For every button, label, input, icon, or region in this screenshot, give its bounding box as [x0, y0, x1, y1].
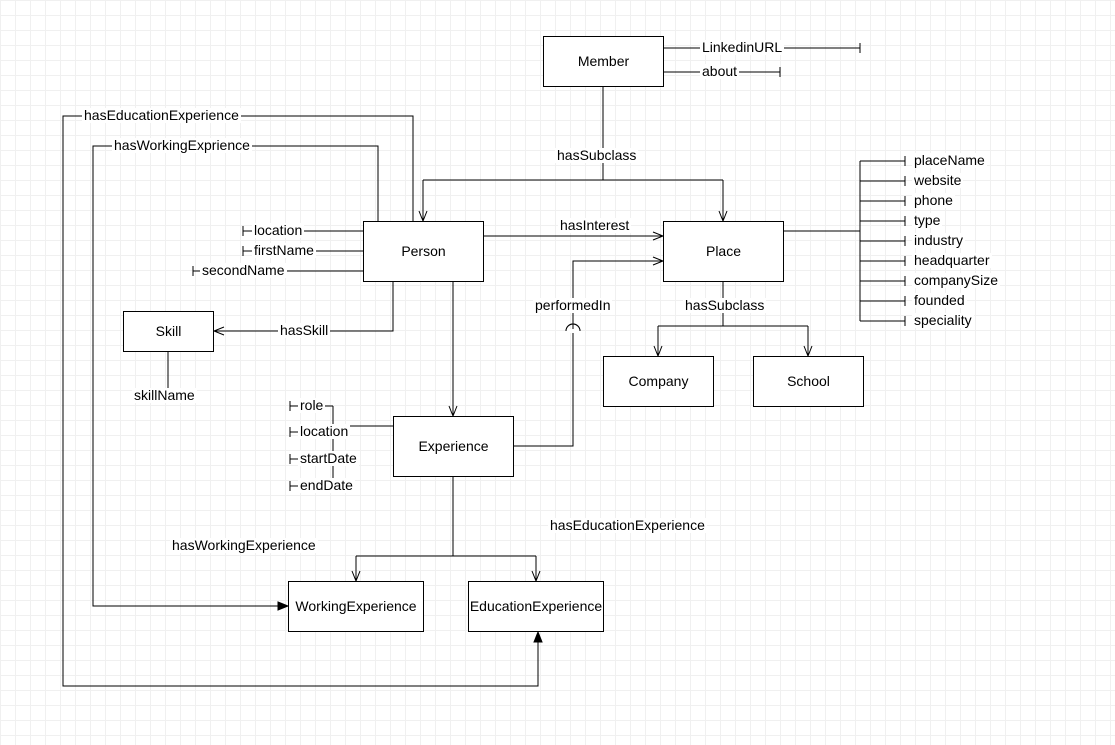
label-has-subclass-2: hasSubclass: [683, 298, 766, 313]
node-person: Person: [363, 221, 484, 282]
label-phone: phone: [912, 193, 955, 208]
node-label: School: [787, 373, 830, 389]
label-place-name: placeName: [912, 153, 987, 168]
label-has-working-experience-2: hasWorkingExperience: [170, 538, 318, 553]
node-label: Skill: [156, 323, 182, 339]
node-experience: Experience: [393, 416, 514, 477]
label-has-education-experience: hasEducationExperience: [82, 108, 241, 123]
node-label: WorkingExperience: [295, 598, 416, 614]
node-working-experience: WorkingExperience: [288, 581, 424, 632]
node-label: Person: [401, 243, 445, 259]
label-headquarter: headquarter: [912, 253, 992, 268]
node-company: Company: [603, 356, 714, 407]
label-performed-in: performedIn: [533, 298, 612, 313]
node-label: Company: [629, 373, 689, 389]
label-industry: industry: [912, 233, 965, 248]
label-about: about: [700, 64, 739, 79]
label-second-name: secondName: [200, 263, 287, 278]
node-education-experience: EducationExperience: [468, 581, 604, 632]
label-speciality: speciality: [912, 313, 974, 328]
node-label: Member: [578, 53, 629, 69]
node-school: School: [753, 356, 864, 407]
label-company-size: companySize: [912, 273, 1000, 288]
label-skill-name: skillName: [132, 388, 197, 403]
node-skill: Skill: [123, 311, 214, 352]
node-member: Member: [543, 36, 664, 87]
label-end-date: endDate: [298, 478, 355, 493]
label-has-education-experience-2: hasEducationExperience: [548, 518, 707, 533]
label-has-skill: hasSkill: [278, 323, 330, 338]
node-label: EducationExperience: [470, 598, 602, 614]
label-founded: founded: [912, 293, 967, 308]
label-has-subclass-1: hasSubclass: [555, 148, 638, 163]
label-has-interest: hasInterest: [558, 218, 631, 233]
node-label: Place: [706, 243, 741, 259]
label-start-date: startDate: [298, 451, 359, 466]
label-has-working-exprience: hasWorkingExprience: [112, 138, 252, 153]
label-type: type: [912, 213, 942, 228]
node-place: Place: [663, 221, 784, 282]
label-website: website: [912, 173, 963, 188]
label-location: location: [252, 223, 304, 238]
label-role: role: [298, 398, 325, 413]
label-linkedin-url: LinkedinURL: [700, 40, 784, 55]
node-label: Experience: [418, 438, 488, 454]
label-first-name: firstName: [252, 243, 316, 258]
label-location-2: location: [298, 424, 350, 439]
